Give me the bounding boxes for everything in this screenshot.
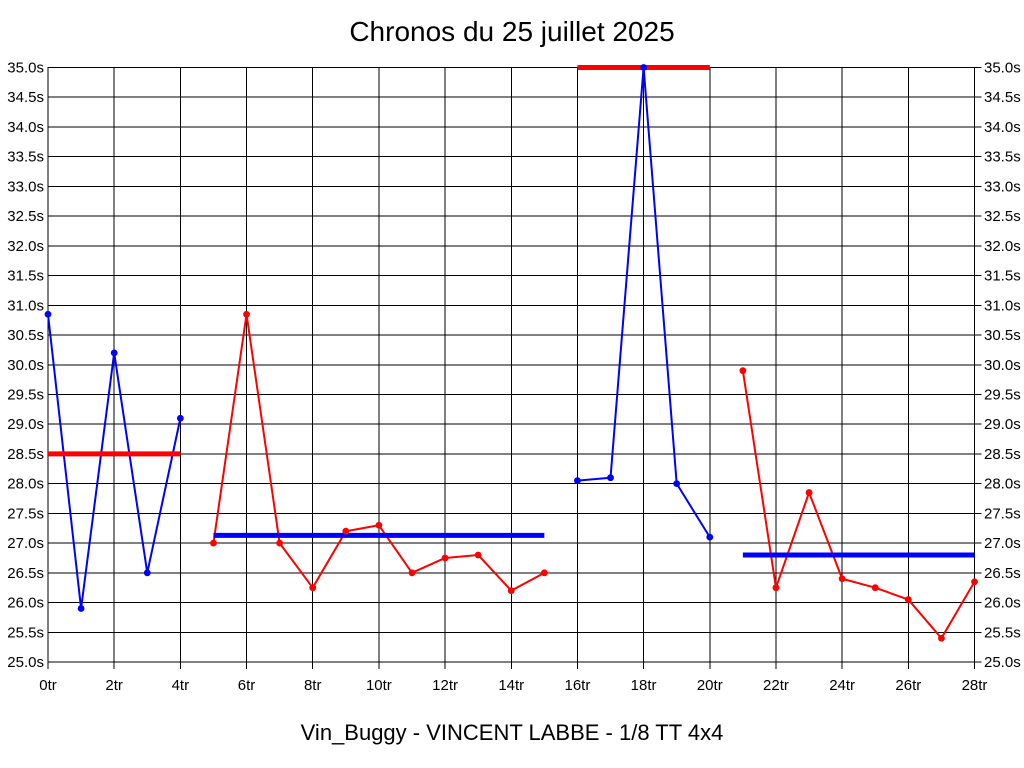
y-tick-label-right: 25.0s: [984, 654, 1021, 671]
data-point-run-2: [540, 569, 548, 577]
y-tick-label-left: 33.5s: [7, 149, 44, 166]
y-tick-label-left: 29.5s: [7, 386, 44, 403]
data-point-run-4: [739, 367, 747, 375]
chart-footer-driver-info: Vin_Buggy - VINCENT LABBE - 1/8 TT 4x4: [300, 720, 724, 745]
chart-title: Chronos du 25 juillet 2025: [349, 16, 675, 47]
data-point-run-4: [904, 596, 912, 603]
y-tick-label-left: 32.5s: [7, 208, 44, 225]
y-tick-label-left: 33.0s: [7, 178, 44, 195]
plot-border: [47, 67, 975, 663]
data-point-run-2: [474, 551, 482, 559]
y-tick-label-right: 28.0s: [984, 476, 1021, 493]
y-tick-label-left: 26.0s: [7, 595, 44, 612]
x-tick-label: 16tr: [564, 677, 590, 694]
y-tick-label-left: 25.5s: [7, 624, 44, 641]
data-point-run-2: [507, 587, 515, 595]
data-point-run-1: [44, 310, 52, 318]
y-tick-label-right: 33.0s: [984, 178, 1021, 195]
x-tick-label: 28tr: [962, 677, 988, 694]
data-point-run-3: [706, 533, 714, 541]
data-point-run-4: [838, 575, 846, 583]
data-point-run-4: [772, 584, 780, 592]
x-tick-label: 14tr: [498, 677, 524, 694]
y-tick-label-right: 31.5s: [984, 268, 1021, 285]
y-tick-label-left: 32.0s: [7, 238, 44, 255]
y-tick-label-left: 31.5s: [7, 268, 44, 285]
data-point-run-4: [805, 489, 813, 496]
y-tick-label-right: 34.5s: [984, 89, 1021, 106]
y-tick-label-right: 30.5s: [984, 327, 1021, 344]
x-tick-label: 8tr: [304, 677, 322, 694]
y-tick-label-left: 34.5s: [7, 89, 44, 106]
y-tick-label-left: 27.5s: [7, 505, 44, 522]
y-tick-label-right: 33.5s: [984, 149, 1021, 166]
lap-time-line-run-4: [741, 370, 976, 640]
data-point-run-4: [938, 634, 945, 642]
y-tick-label-right: 32.0s: [984, 238, 1021, 255]
data-point-run-2: [309, 584, 317, 592]
y-tick-label-left: 25.0s: [7, 654, 44, 671]
x-tick-label: 12tr: [432, 677, 458, 694]
x-tick-label: 0tr: [39, 677, 57, 694]
y-tick-label-right: 30.0s: [984, 357, 1021, 374]
data-point-run-1: [77, 605, 85, 612]
x-tick-label: 2tr: [105, 677, 123, 694]
y-tick-label-right: 34.0s: [984, 119, 1021, 136]
y-tick-label-left: 29.0s: [7, 416, 44, 433]
y-tick-label-right: 29.5s: [984, 386, 1021, 403]
data-point-run-2: [375, 521, 383, 529]
y-tick-label-right: 31.0s: [984, 297, 1021, 314]
data-point-run-3: [673, 480, 681, 488]
y-tick-label-left: 35.0s: [7, 60, 44, 77]
data-point-run-2: [408, 569, 416, 577]
y-tick-label-left: 28.5s: [7, 446, 44, 463]
y-tick-label-right: 26.5s: [984, 565, 1021, 582]
x-tick-label: 20tr: [697, 677, 723, 694]
y-tick-label-left: 26.5s: [7, 565, 44, 582]
data-point-run-2: [342, 527, 350, 535]
y-tick-label-right: 29.0s: [984, 416, 1021, 433]
x-tick-label: 22tr: [763, 677, 789, 694]
y-tick-label-right: 27.5s: [984, 505, 1021, 522]
data-point-run-3: [607, 474, 614, 482]
data-point-run-2: [276, 539, 284, 547]
y-tick-label-left: 30.0s: [7, 357, 44, 374]
x-tick-label: 6tr: [238, 677, 256, 694]
y-tick-label-left: 34.0s: [7, 119, 44, 136]
y-tick-label-right: 25.5s: [984, 624, 1021, 641]
data-point-run-2: [441, 554, 449, 562]
y-tick-label-left: 27.0s: [7, 535, 44, 552]
data-point-run-4: [971, 578, 978, 586]
data-point-run-3: [640, 64, 648, 71]
y-tick-label-right: 35.0s: [984, 60, 1021, 77]
x-tick-label: 4tr: [172, 677, 190, 694]
data-point-run-3: [574, 477, 581, 485]
y-tick-label-right: 26.0s: [984, 595, 1021, 612]
y-tick-label-right: 27.0s: [984, 535, 1021, 552]
data-point-run-1: [110, 349, 118, 357]
y-tick-label-right: 28.5s: [984, 446, 1021, 463]
x-tick-label: 10tr: [366, 677, 392, 694]
data-point-run-2: [243, 310, 250, 318]
data-point-run-1: [143, 569, 151, 577]
data-point-run-2: [210, 539, 217, 547]
data-point-run-1: [176, 414, 184, 422]
y-tick-label-left: 30.5s: [7, 327, 44, 344]
y-tick-label-left: 31.0s: [7, 297, 44, 314]
x-tick-label: 18tr: [631, 677, 657, 694]
y-tick-label-left: 28.0s: [7, 476, 44, 493]
x-tick-label: 26tr: [895, 677, 921, 694]
x-tick-label: 24tr: [829, 677, 855, 694]
data-point-run-4: [871, 584, 879, 592]
y-tick-label-right: 32.5s: [984, 208, 1021, 225]
